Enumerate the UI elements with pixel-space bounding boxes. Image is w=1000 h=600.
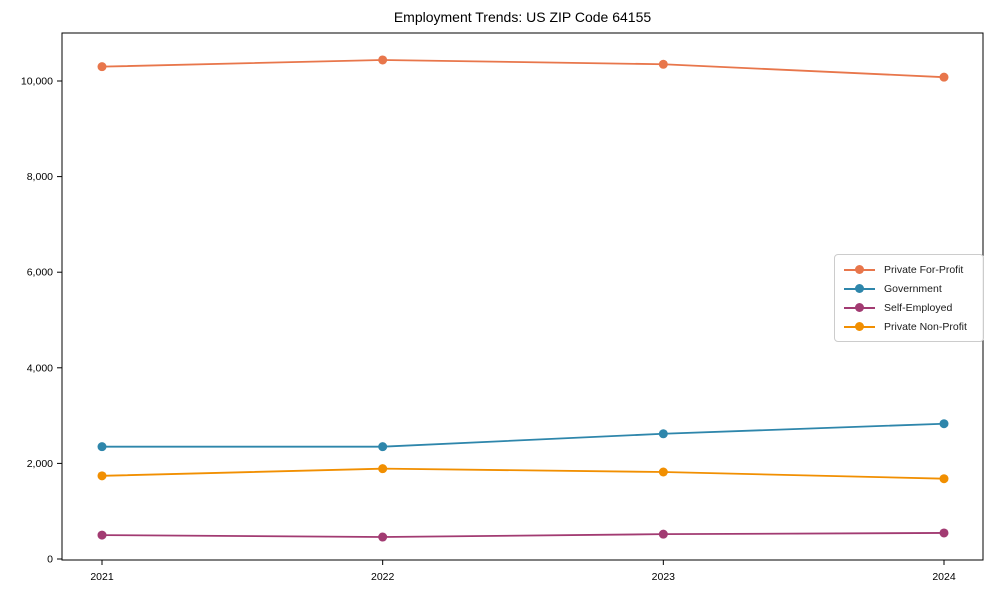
- data-point-private-non-profit: [658, 467, 668, 477]
- data-point-private-non-profit: [97, 471, 107, 481]
- data-point-private-non-profit: [378, 464, 388, 474]
- data-point-self-employed: [658, 529, 668, 539]
- y-tick-label: 4,000: [27, 362, 53, 374]
- data-point-self-employed: [939, 528, 949, 538]
- y-tick-label: 8,000: [27, 171, 53, 183]
- series-line-self-employed: [101, 532, 945, 538]
- data-point-government: [97, 442, 107, 452]
- legend-marker-icon: [844, 283, 875, 294]
- x-tick-label: 2024: [932, 571, 956, 583]
- chart-title: Employment Trends: US ZIP Code 64155: [393, 9, 652, 25]
- legend-marker-icon: [844, 264, 875, 275]
- y-tick-label: 2,000: [27, 458, 53, 470]
- series-line-government: [102, 422, 945, 448]
- legend-marker-icon: [844, 321, 875, 332]
- legend-label: Private Non-Profit: [884, 320, 967, 333]
- x-tick-label: 2023: [652, 571, 676, 583]
- data-point-government: [939, 419, 949, 429]
- legend-item-private-non-profit: Private Non-Profit: [844, 317, 975, 336]
- legend-item-self-employed: Self-Employed: [844, 298, 975, 317]
- legend-item-private-for-profit: Private For-Profit: [844, 260, 975, 279]
- legend-label: Self-Employed: [884, 301, 953, 314]
- legend-marker-icon: [844, 302, 875, 313]
- legend-label: Government: [884, 282, 942, 295]
- legend-item-government: Government: [844, 279, 975, 298]
- x-tick-label: 2021: [90, 571, 114, 583]
- data-point-private-for-profit: [378, 55, 388, 65]
- y-tick-label: 0: [47, 554, 53, 566]
- legend-label: Private For-Profit: [884, 263, 964, 276]
- data-point-government: [658, 429, 668, 439]
- series-line-private-for-profit: [101, 59, 945, 79]
- chart-legend: Private For-Profit Government Self-Employe…: [834, 254, 984, 342]
- data-point-private-for-profit: [97, 62, 107, 72]
- data-point-self-employed: [378, 532, 388, 542]
- data-point-private-for-profit: [658, 59, 668, 69]
- data-point-self-employed: [97, 530, 107, 540]
- x-tick-label: 2022: [371, 571, 395, 583]
- data-point-private-for-profit: [939, 72, 949, 82]
- series-line-private-non-profit: [101, 467, 945, 480]
- data-point-private-non-profit: [939, 474, 949, 484]
- data-point-government: [378, 442, 388, 452]
- y-tick-label: 10,000: [21, 76, 53, 88]
- y-tick-label: 6,000: [27, 267, 53, 279]
